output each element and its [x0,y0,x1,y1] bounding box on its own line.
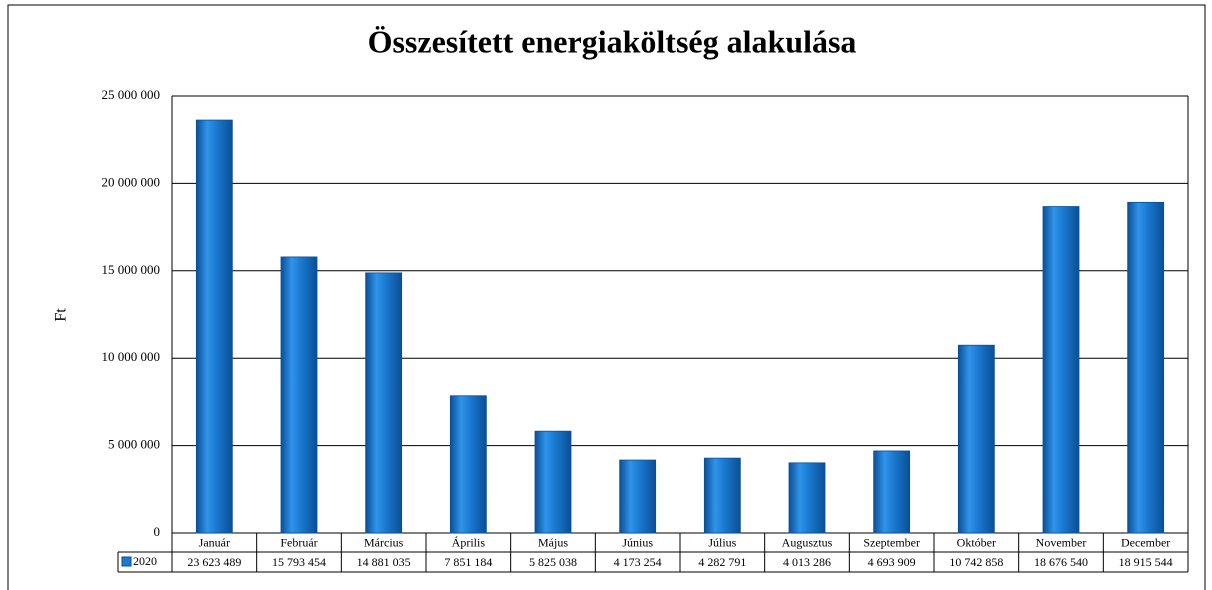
bar [788,462,826,534]
y-tick-label: 0 [154,524,161,539]
y-tick-label: 25 000 000 [102,87,161,102]
bar [703,457,741,534]
x-tick-label: Október [957,535,996,549]
table-value: 4 173 254 [614,555,662,569]
table-value: 14 881 035 [357,555,411,569]
x-tick-label: November [1036,535,1087,549]
x-tick-label: Március [364,535,404,549]
y-tick-label: 15 000 000 [102,262,161,277]
x-tick-label: December [1121,535,1170,549]
x-tick-label: Június [622,535,653,549]
bar [619,459,657,534]
bar [1042,206,1080,534]
chart-title: Összesített energiaköltség alakulása [368,23,857,59]
y-tick-label: 5 000 000 [108,437,160,452]
x-tick-label: Augusztus [782,535,833,549]
bar [957,344,995,534]
table-value: 18 915 544 [1119,555,1173,569]
legend-label: 2020 [133,554,157,568]
x-tick-label: Május [538,535,568,549]
table-value: 7 851 184 [444,555,492,569]
x-tick-label: Február [280,535,317,549]
table-value: 15 793 454 [272,555,326,569]
bar [365,272,403,534]
legend-key [121,556,132,567]
bar [280,256,318,534]
bar [873,450,911,534]
x-tick-label: Április [452,535,486,549]
table-value: 5 825 038 [529,555,577,569]
x-tick-label: Július [708,535,736,549]
bar [534,430,572,534]
y-axis-label: Ft [53,308,70,322]
bar [449,395,487,534]
table-value: 4 013 286 [783,555,831,569]
table-value: 10 742 858 [949,555,1003,569]
x-tick-label: Szeptember [863,535,920,549]
y-tick-label: 20 000 000 [102,174,161,189]
y-tick-label: 10 000 000 [102,349,161,364]
table-value: 4 693 909 [868,555,916,569]
x-tick-label: Január [199,535,230,549]
bar [1127,201,1165,534]
table-value: 18 676 540 [1034,555,1088,569]
chart-frame [7,4,1206,590]
table-value: 4 282 791 [698,555,746,569]
bar [195,119,233,534]
table-value: 23 623 489 [187,555,241,569]
